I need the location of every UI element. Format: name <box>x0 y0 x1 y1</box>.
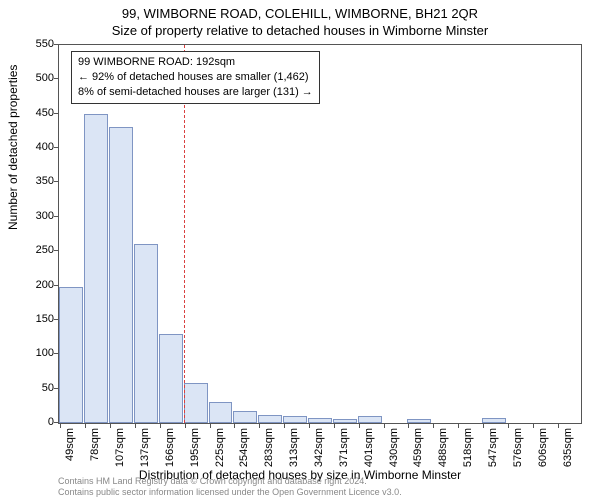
x-tick-mark <box>160 424 161 428</box>
x-tick-mark <box>309 424 310 428</box>
y-tick-mark <box>54 285 58 286</box>
x-tick-label: 225sqm <box>214 428 226 467</box>
histogram-bar <box>134 244 158 423</box>
y-tick-mark <box>54 216 58 217</box>
x-tick-mark <box>334 424 335 428</box>
y-tick-label: 150 <box>14 313 54 325</box>
y-tick-mark <box>54 181 58 182</box>
x-tick-mark <box>508 424 509 428</box>
x-tick-mark <box>259 424 260 428</box>
info-line: 99 WIMBORNE ROAD: 192sqm <box>78 55 313 70</box>
x-tick-mark <box>85 424 86 428</box>
histogram-bar <box>109 127 133 423</box>
x-tick-mark <box>408 424 409 428</box>
histogram-bar <box>333 419 357 423</box>
y-tick-mark <box>54 44 58 45</box>
histogram-bar <box>482 418 506 423</box>
y-tick-label: 0 <box>14 416 54 428</box>
x-tick-label: 401sqm <box>363 428 375 467</box>
x-tick-label: 283sqm <box>263 428 275 467</box>
histogram-bar <box>407 419 431 423</box>
x-tick-label: 195sqm <box>189 428 201 467</box>
y-tick-mark <box>54 319 58 320</box>
y-tick-label: 250 <box>14 244 54 256</box>
x-tick-mark <box>558 424 559 428</box>
plot-area: 99 WIMBORNE ROAD: 192sqm ← 92% of detach… <box>58 44 582 424</box>
histogram-bar <box>233 411 257 423</box>
info-line: 8% of semi-detached houses are larger (1… <box>78 85 313 100</box>
x-tick-label: 371sqm <box>338 428 350 467</box>
page-subtitle: Size of property relative to detached ho… <box>0 21 600 42</box>
y-tick-mark <box>54 250 58 251</box>
x-tick-mark <box>210 424 211 428</box>
histogram-bar <box>59 287 83 423</box>
histogram-bar <box>209 402 233 423</box>
x-tick-label: 78sqm <box>89 428 101 461</box>
x-tick-label: 342sqm <box>313 428 325 467</box>
x-tick-label: 576sqm <box>512 428 524 467</box>
x-tick-mark <box>359 424 360 428</box>
y-tick-label: 450 <box>14 107 54 119</box>
y-tick-label: 300 <box>14 210 54 222</box>
y-tick-label: 550 <box>14 38 54 50</box>
y-tick-label: 100 <box>14 347 54 359</box>
y-tick-mark <box>54 113 58 114</box>
x-tick-mark <box>483 424 484 428</box>
y-tick-mark <box>54 422 58 423</box>
y-tick-label: 350 <box>14 175 54 187</box>
x-tick-mark <box>234 424 235 428</box>
x-tick-label: 254sqm <box>238 428 250 467</box>
x-tick-label: 49sqm <box>64 428 76 461</box>
chart-container: 99, WIMBORNE ROAD, COLEHILL, WIMBORNE, B… <box>0 0 600 500</box>
x-tick-label: 518sqm <box>462 428 474 467</box>
histogram-bar <box>358 416 382 423</box>
x-tick-label: 547sqm <box>487 428 499 467</box>
y-tick-mark <box>54 388 58 389</box>
x-tick-label: 459sqm <box>412 428 424 467</box>
histogram-bar <box>184 383 208 423</box>
info-box: 99 WIMBORNE ROAD: 192sqm ← 92% of detach… <box>71 51 320 104</box>
footer-copyright: Contains HM Land Registry data © Crown c… <box>58 476 402 487</box>
page-title: 99, WIMBORNE ROAD, COLEHILL, WIMBORNE, B… <box>0 0 600 21</box>
x-tick-label: 606sqm <box>537 428 549 467</box>
y-tick-label: 50 <box>14 382 54 394</box>
x-tick-label: 488sqm <box>437 428 449 467</box>
x-tick-label: 313sqm <box>288 428 300 467</box>
histogram-bar <box>308 418 332 423</box>
x-tick-mark <box>533 424 534 428</box>
footer-text: Contains HM Land Registry data © Crown c… <box>58 476 402 498</box>
x-tick-mark <box>185 424 186 428</box>
x-tick-mark <box>60 424 61 428</box>
x-tick-label: 137sqm <box>139 428 151 467</box>
histogram-bar <box>258 415 282 423</box>
footer-licence: Contains public sector information licen… <box>58 487 402 498</box>
x-tick-label: 166sqm <box>164 428 176 467</box>
y-tick-label: 200 <box>14 279 54 291</box>
x-tick-label: 430sqm <box>388 428 400 467</box>
histogram-bar <box>159 334 183 423</box>
y-tick-mark <box>54 78 58 79</box>
x-tick-mark <box>458 424 459 428</box>
y-tick-mark <box>54 147 58 148</box>
histogram-bar <box>283 416 307 423</box>
x-tick-mark <box>135 424 136 428</box>
y-tick-mark <box>54 353 58 354</box>
x-tick-label: 107sqm <box>114 428 126 467</box>
y-tick-label: 400 <box>14 141 54 153</box>
x-tick-mark <box>284 424 285 428</box>
histogram-bar <box>84 114 108 423</box>
x-tick-mark <box>433 424 434 428</box>
x-tick-mark <box>110 424 111 428</box>
y-tick-label: 500 <box>14 72 54 84</box>
x-tick-mark <box>384 424 385 428</box>
x-tick-label: 635sqm <box>562 428 574 467</box>
info-line: ← 92% of detached houses are smaller (1,… <box>78 70 313 85</box>
